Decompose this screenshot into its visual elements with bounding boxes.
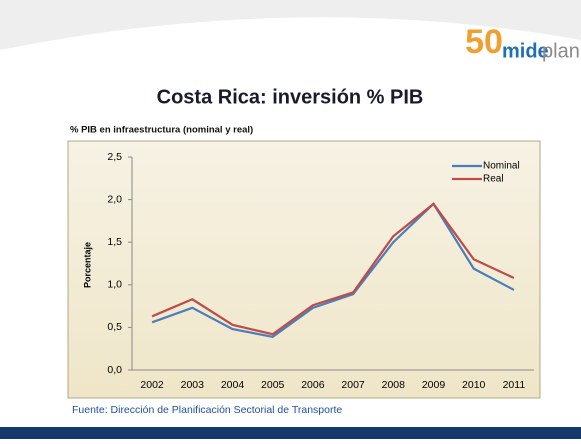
x-tick-label: 2003 — [181, 379, 205, 391]
y-tick-label: 1,0 — [107, 279, 122, 291]
logo-number: 50 — [465, 23, 503, 61]
x-tick-label: 2005 — [261, 379, 285, 391]
y-axis-label: Porcentaje — [82, 242, 92, 288]
source-note: Fuente: Dirección de Planificación Secto… — [72, 404, 342, 416]
line-series — [151, 202, 515, 336]
chart-box — [67, 140, 541, 399]
y-tick-label: 1,5 — [107, 236, 122, 248]
x-tick-label: 2009 — [422, 379, 446, 391]
y-tick-label: 2,0 — [107, 193, 122, 205]
logo-part2: plan — [542, 40, 580, 62]
y-tick-label: 0,5 — [107, 321, 122, 333]
x-tick-label: 2006 — [301, 379, 325, 391]
x-tick-label: 2002 — [140, 379, 164, 391]
legend-label: Real — [483, 174, 504, 185]
legend-label: Nominal — [483, 161, 520, 172]
x-tick-label: 2011 — [503, 379, 526, 391]
chart-subtitle: % PIB en infraestructura (nominal y real… — [70, 125, 253, 136]
x-tick-label: 2007 — [341, 379, 365, 391]
line-series — [151, 202, 515, 338]
x-tick-label: 2004 — [221, 379, 245, 391]
plot: 0,0 0,5 1,0 1,5 2,0 2,5 2002 2003 2004 2005 2006 20… — [107, 151, 534, 391]
slide-title: Costa Rica: inversión % PIB — [157, 86, 424, 108]
footer-bar — [0, 427, 581, 439]
x-tick-label: 2010 — [462, 379, 486, 391]
y-tick-label: 0,0 — [107, 364, 122, 376]
y-tick-label: 2,5 — [107, 151, 122, 163]
logo-part1: mide — [502, 40, 549, 62]
header-swoosh — [0, 0, 581, 50]
x-tick-label: 2008 — [382, 379, 406, 391]
